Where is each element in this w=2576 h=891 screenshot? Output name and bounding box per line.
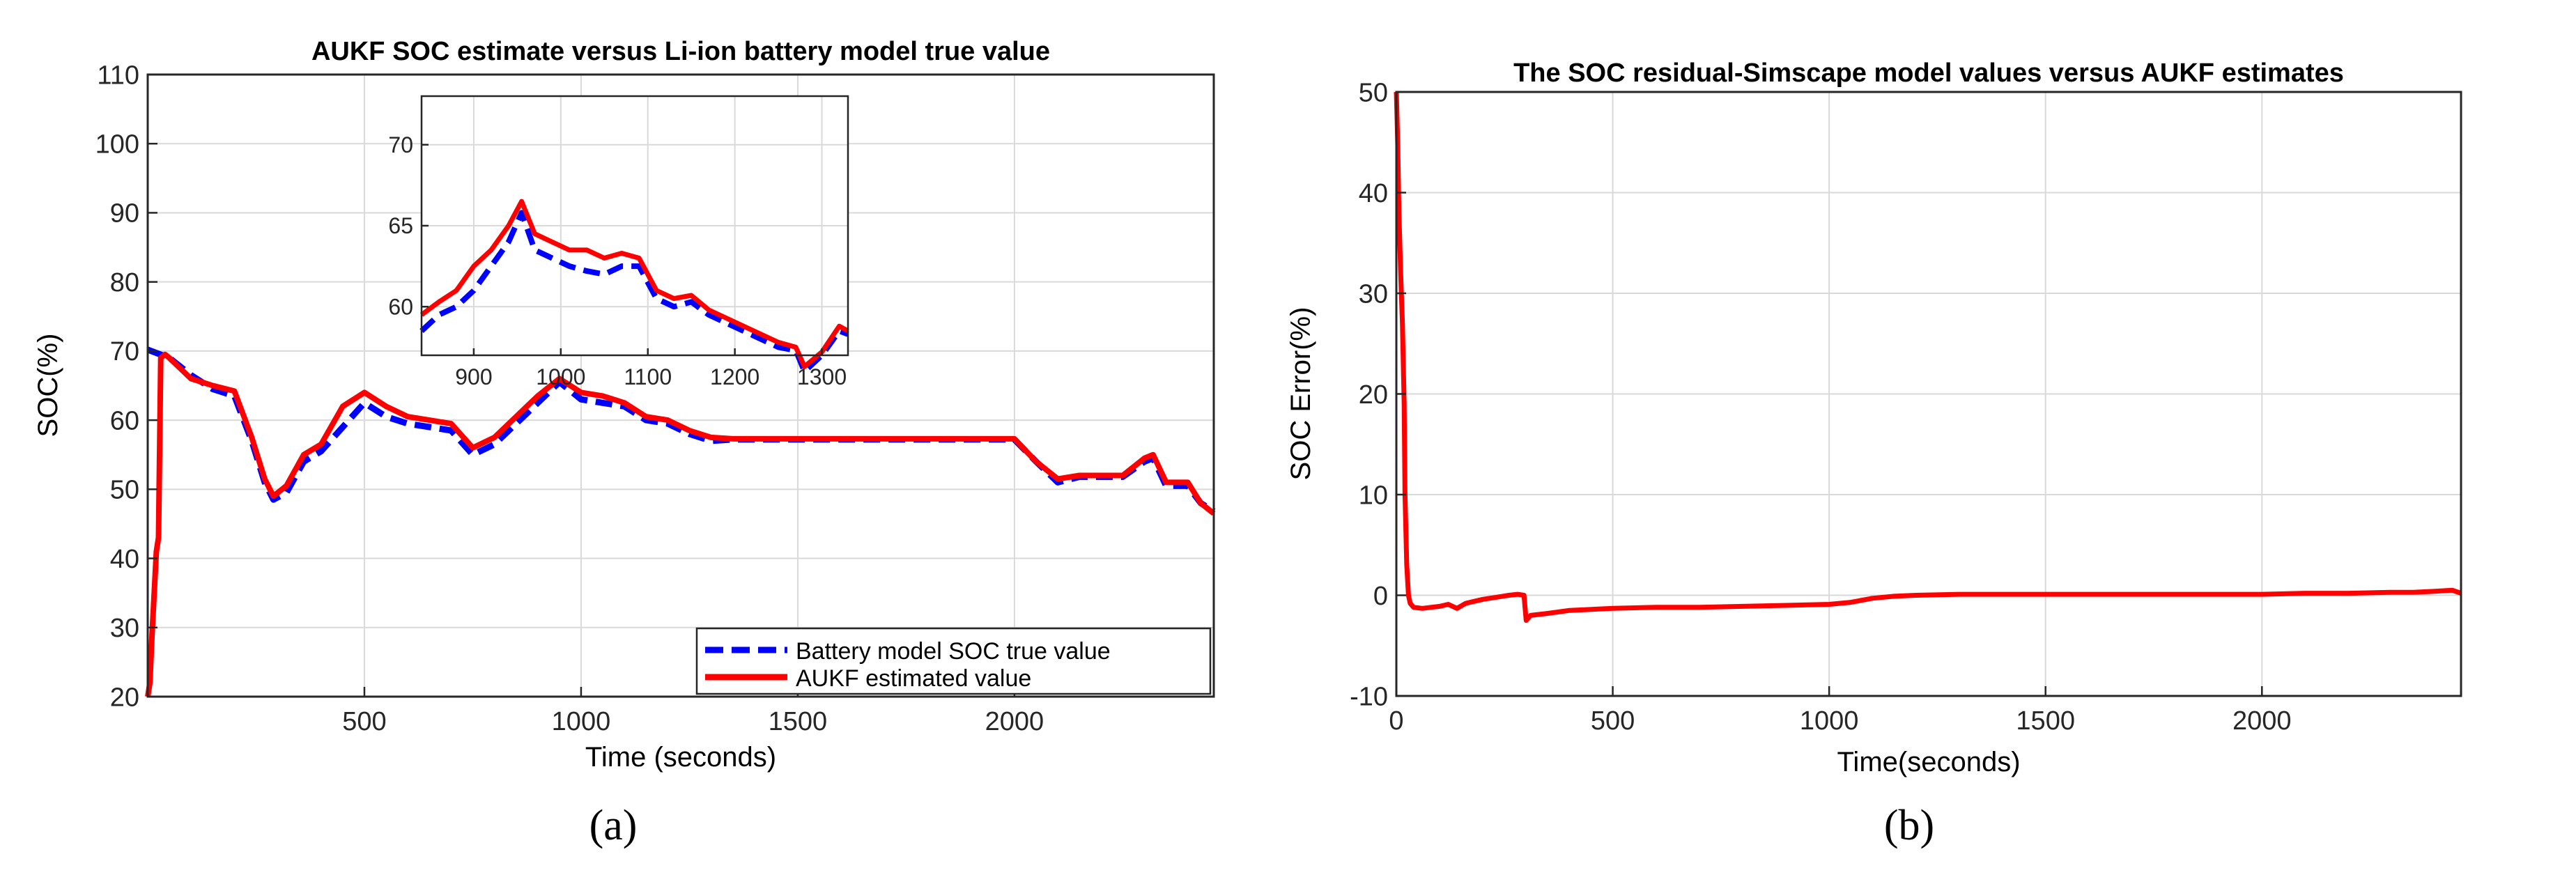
panel-a-y-tick-label: 60 (110, 406, 139, 435)
panel-a-axes-box (146, 73, 1215, 698)
panel-a-chart: 500 1000 1500 2000 20 30 40 50 60 70 80 90 100 110 A… (33, 37, 1216, 849)
panel-a-inset: 900 1000 1100 1200 1300 60 65 70 (388, 95, 849, 389)
inset-series (419, 199, 849, 375)
panel-a-x-tick-label: 2000 (985, 707, 1044, 736)
panel-b-x-tick-label: 2000 (2232, 706, 2292, 736)
panel-b-y-tick-label: 50 (1359, 78, 1388, 107)
panel-a-y-tick-label: 110 (97, 61, 139, 90)
panel-a-y-tick-label: 30 (110, 614, 139, 643)
panel-a-y-ticks: 20 30 40 50 60 70 80 90 100 110 (95, 61, 157, 712)
panel-b-x-tick-label: 1500 (2016, 706, 2075, 736)
panel-b-series (1394, 91, 2462, 623)
inset-x-tick-label: 1000 (536, 364, 585, 389)
inset-estimate-series-1-line (419, 199, 849, 369)
panel-a-estimate-series-1-line (145, 351, 1216, 697)
panel-b-y-tick-label: 20 (1359, 380, 1388, 410)
panel-a-y-tick-label: 20 (110, 683, 139, 712)
inset-x-tick-label: 1100 (624, 364, 672, 389)
inset-y-tick-label: 60 (388, 294, 413, 319)
panel-a-series (145, 346, 1216, 697)
inset-true-series-1-line (419, 210, 849, 375)
panel-b-x-tick-label: 0 (1389, 706, 1403, 736)
panel-b-x-ticks: 0 500 1000 1500 2000 (1389, 686, 2292, 736)
panel-b-label: (b) (1884, 802, 1934, 849)
panel-b-y-tick-label: 40 (1359, 179, 1388, 208)
legend-box (695, 627, 1212, 695)
panel-b-y-tick-label: 30 (1359, 279, 1388, 309)
panel-b-residual-series-1-line (1394, 91, 2462, 623)
panel-a-x-tick-label: 1500 (769, 707, 828, 736)
inset-x-ticks: 900 1000 1100 1200 1300 (455, 348, 847, 389)
inset-grid (422, 96, 848, 355)
panel-a-x-axis-label: Time (seconds) (585, 742, 776, 773)
panel-b-y-axis-label: SOC Error(%) (1286, 307, 1316, 481)
panel-a-y-axis-label: SOC(%) (33, 334, 63, 437)
inset-x-tick-label: 900 (455, 364, 492, 389)
legend-estimate-label: AUKF estimated value (796, 665, 1031, 692)
panel-a-x-tick-label: 1000 (552, 707, 611, 736)
panel-b-y-ticks: -10 0 10 20 30 40 50 (1350, 78, 1406, 711)
panel-b-y-tick-label: 0 (1373, 582, 1388, 611)
panel-b-x-tick-label: 1000 (1800, 706, 1859, 736)
inset-y-ticks: 60 65 70 (388, 132, 429, 319)
panel-b-y-tick-label: 10 (1359, 481, 1388, 510)
panel-a-y-tick-label: 50 (110, 476, 139, 505)
panel-b-y-tick-label: -10 (1350, 682, 1388, 711)
legend-true-value-label: Battery model SOC true value (796, 638, 1111, 665)
inset-y-tick-label: 70 (388, 132, 413, 157)
panel-a-y-tick-label: 100 (95, 130, 139, 160)
panel-a-title: AUKF SOC estimate versus Li-ion battery … (311, 37, 1050, 66)
panel-a-y-tick-label: 40 (110, 545, 139, 574)
inset-x-tick-label: 1200 (710, 364, 759, 389)
panel-a-legend: Battery model SOC true value AUKF estima… (695, 627, 1212, 695)
panel-a-y-tick-label: 70 (110, 337, 139, 366)
panel-b-x-axis-label: Time(seconds) (1837, 747, 2020, 777)
inset-y-tick-label: 65 (388, 213, 413, 238)
panel-a-y-tick-label: 80 (110, 268, 139, 297)
panel-a-label: (a) (589, 802, 638, 849)
panel-a-x-ticks: 500 1000 1500 2000 (342, 687, 1044, 736)
panel-b-x-tick-label: 500 (1591, 706, 1635, 736)
panel-a-x-tick-label: 500 (342, 707, 386, 736)
panel-b-title: The SOC residual-Simscape model values v… (1513, 59, 2344, 88)
inset-x-tick-label: 1300 (797, 364, 847, 389)
panel-a-y-tick-label: 90 (110, 199, 139, 228)
